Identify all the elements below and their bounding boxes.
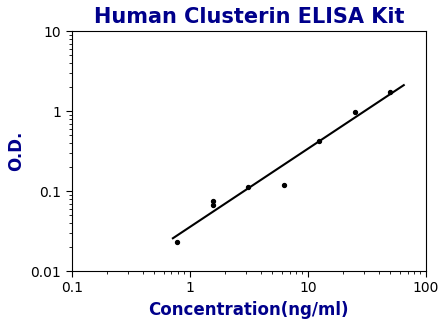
Point	[209, 202, 216, 207]
Point	[316, 139, 323, 144]
Point	[244, 185, 252, 190]
X-axis label: Concentration(ng/ml): Concentration(ng/ml)	[149, 301, 349, 319]
Point	[351, 110, 358, 115]
Title: Human Clusterin ELISA Kit: Human Clusterin ELISA Kit	[94, 7, 404, 27]
Y-axis label: O.D.: O.D.	[7, 131, 25, 171]
Point	[209, 199, 216, 204]
Point	[387, 89, 394, 95]
Point	[173, 240, 181, 245]
Point	[280, 182, 287, 187]
